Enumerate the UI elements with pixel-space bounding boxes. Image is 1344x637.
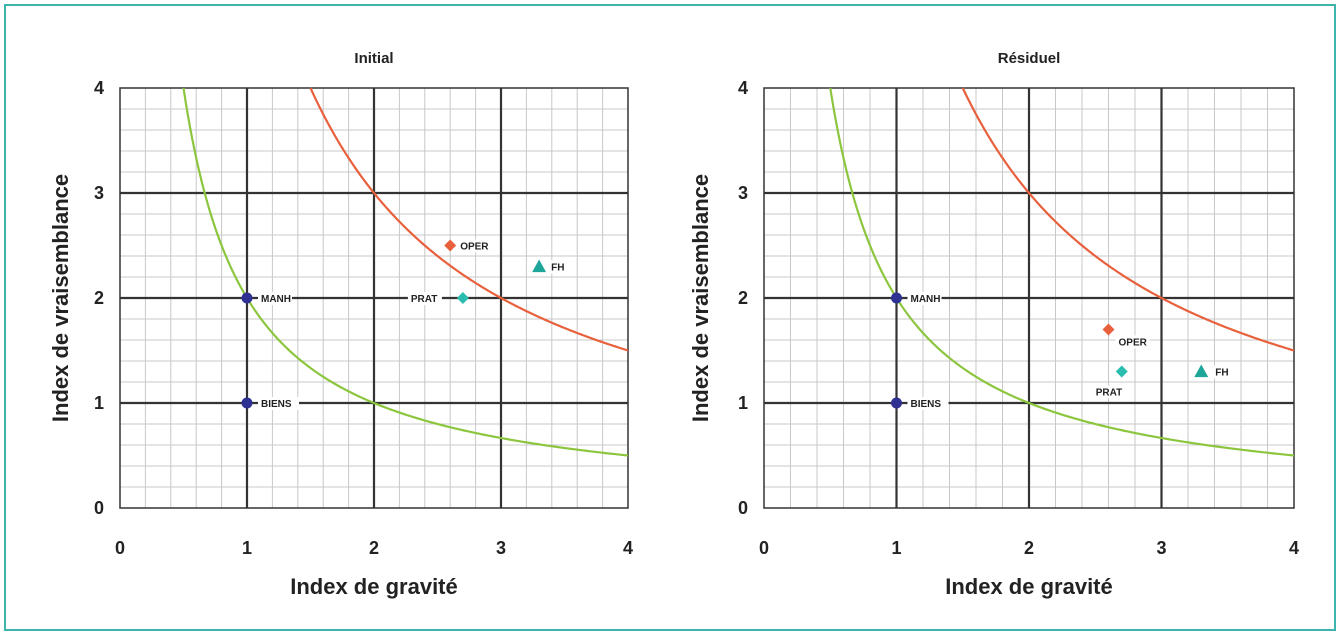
y-tick-label: 0 (738, 498, 748, 518)
point-label-bg (457, 239, 492, 253)
data-point-prat (456, 292, 469, 304)
point-label-bg (407, 292, 442, 305)
x-tick-label: 4 (1289, 538, 1299, 558)
x-axis-title: Index de gravité (945, 574, 1113, 599)
x-tick-label: 0 (115, 538, 125, 558)
point-label-manh: MANH (911, 294, 941, 305)
data-point-biens (241, 397, 253, 409)
risk-curve-0 (829, 87, 1294, 457)
point-label-biens: BIENS (261, 399, 292, 410)
data-point-fh (532, 259, 547, 273)
y-tick-label: 3 (738, 183, 748, 203)
data-point-oper (1102, 323, 1115, 336)
plot-area (119, 87, 629, 509)
x-tick-label: 1 (242, 538, 252, 558)
point-label-bg (258, 397, 299, 410)
figure-frame: MANH BIENS OPER FH PRAT 0 1 2 3 4 0 1 2 3 4 Initial Inde… (4, 4, 1336, 631)
x-tick-label: 4 (623, 538, 633, 558)
y-tick-label: 2 (94, 288, 104, 308)
point-label-prat: PRAT (1096, 388, 1122, 399)
point-label-prat: PRAT (411, 294, 437, 305)
y-tick-label: 2 (738, 288, 748, 308)
x-tick-label: 3 (496, 538, 506, 558)
y-tick-label: 4 (738, 78, 748, 98)
point-label-bg (1212, 365, 1233, 379)
y-tick-label: 4 (94, 78, 104, 98)
risk-curve-1 (309, 87, 628, 352)
point-label-bg (1092, 385, 1127, 399)
point-label-oper: OPER (1119, 338, 1148, 349)
data-point-oper (444, 239, 457, 252)
data-point-fh (1194, 364, 1209, 378)
data-point-manh (891, 292, 902, 304)
chart-0: MANH BIENS OPER FH PRAT 0 1 2 3 4 0 1 2 3 4 Initial Inde… (48, 50, 633, 599)
point-label-biens: BIENS (911, 399, 942, 410)
data-point-manh (241, 292, 253, 304)
chart-title: Initial (354, 50, 393, 67)
point-label-bg (548, 260, 569, 274)
point-label-bg (1115, 335, 1150, 349)
point-label-bg (258, 292, 292, 305)
risk-curve-1 (961, 87, 1294, 352)
y-axis-title: Index de vraisemblance (688, 174, 713, 422)
y-tick-label: 0 (94, 498, 104, 518)
risk-curve-0 (182, 87, 628, 457)
x-tick-label: 2 (1024, 538, 1034, 558)
charts-svg: MANH BIENS OPER FH PRAT 0 1 2 3 4 0 1 2 3 4 Initial Inde… (48, 50, 1299, 599)
y-tick-label: 1 (738, 393, 748, 413)
x-tick-label: 2 (369, 538, 379, 558)
point-label-fh: FH (551, 263, 564, 274)
y-tick-label: 3 (94, 183, 104, 203)
x-tick-label: 0 (759, 538, 769, 558)
x-tick-label: 3 (1156, 538, 1166, 558)
plot-area (763, 87, 1295, 509)
point-label-bg (907, 397, 949, 410)
chart-title: Résiduel (998, 50, 1061, 67)
y-axis-title: Index de vraisemblance (48, 174, 73, 422)
data-point-prat (1115, 365, 1128, 378)
x-axis-title: Index de gravité (290, 574, 458, 599)
x-tick-label: 1 (891, 538, 901, 558)
point-label-manh: MANH (261, 294, 291, 305)
y-tick-label: 1 (94, 393, 104, 413)
chart-1: MANH BIENS OPER PRAT FH 0 1 2 3 4 0 1 2 3 4 Résiduel Ind… (688, 50, 1299, 599)
data-point-biens (891, 397, 902, 409)
point-label-fh: FH (1215, 368, 1228, 379)
point-label-oper: OPER (460, 242, 489, 253)
point-label-bg (907, 292, 942, 305)
